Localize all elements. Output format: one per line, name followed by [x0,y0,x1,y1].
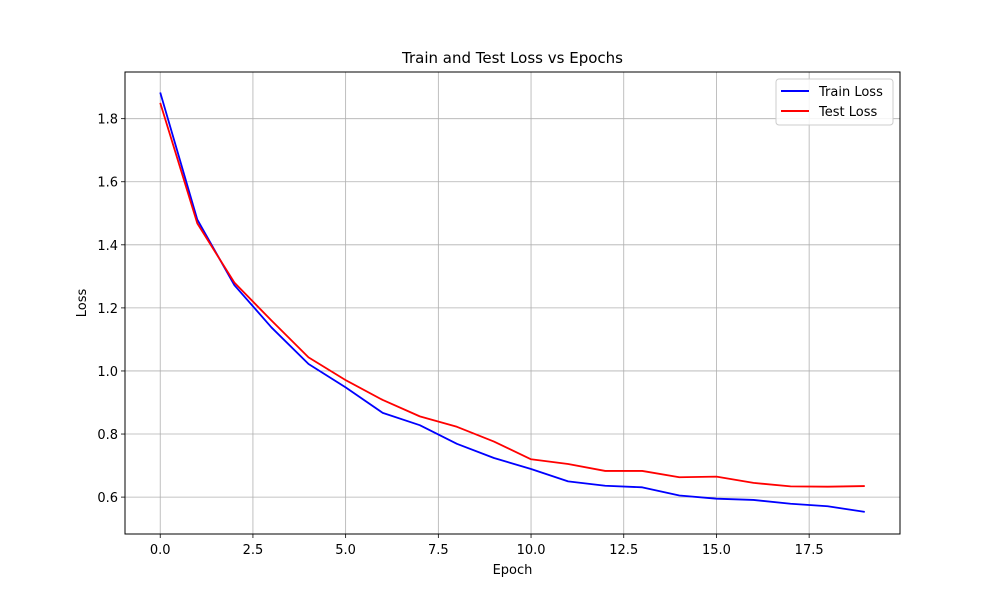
x-tick-label: 5.0 [335,543,356,558]
y-tick-label: 1.2 [97,302,118,317]
y-tick-label: 0.8 [97,428,118,443]
series-line-train-loss [159,92,865,513]
x-tick-label: 0.0 [150,543,171,558]
x-tick-label: 12.5 [609,543,638,558]
y-tick-label: 1.0 [97,365,118,380]
axis-ticks: 0.0 2.5 5.0 7.5 10.0 12.5 15.0 17.5 0.6 0.8 1.0 1.2… [97,113,823,558]
y-tick-label: 1.8 [97,113,118,128]
y-tick-label: 1.4 [97,239,118,254]
chart-title: Train and Test Loss vs Epochs [401,49,623,67]
series-line-test-loss [159,102,865,488]
plot-area-frame [124,71,901,535]
y-tick-label: 1.6 [97,176,118,191]
x-tick-label: 17.5 [795,543,824,558]
x-axis-label: Epoch [493,563,533,578]
x-tick-label: 2.5 [243,543,264,558]
series-lines [159,92,865,513]
x-tick-label: 7.5 [428,543,449,558]
legend-label-test-loss: Test Loss [818,105,877,120]
x-tick-label: 15.0 [702,543,731,558]
legend-label-train-loss: Train Loss [818,85,883,100]
legend: Train Loss Test Loss [775,78,894,126]
grid [125,72,900,534]
x-tick-label: 10.0 [517,543,546,558]
y-tick-label: 0.6 [97,491,118,506]
y-axis-label: Loss [75,289,90,318]
